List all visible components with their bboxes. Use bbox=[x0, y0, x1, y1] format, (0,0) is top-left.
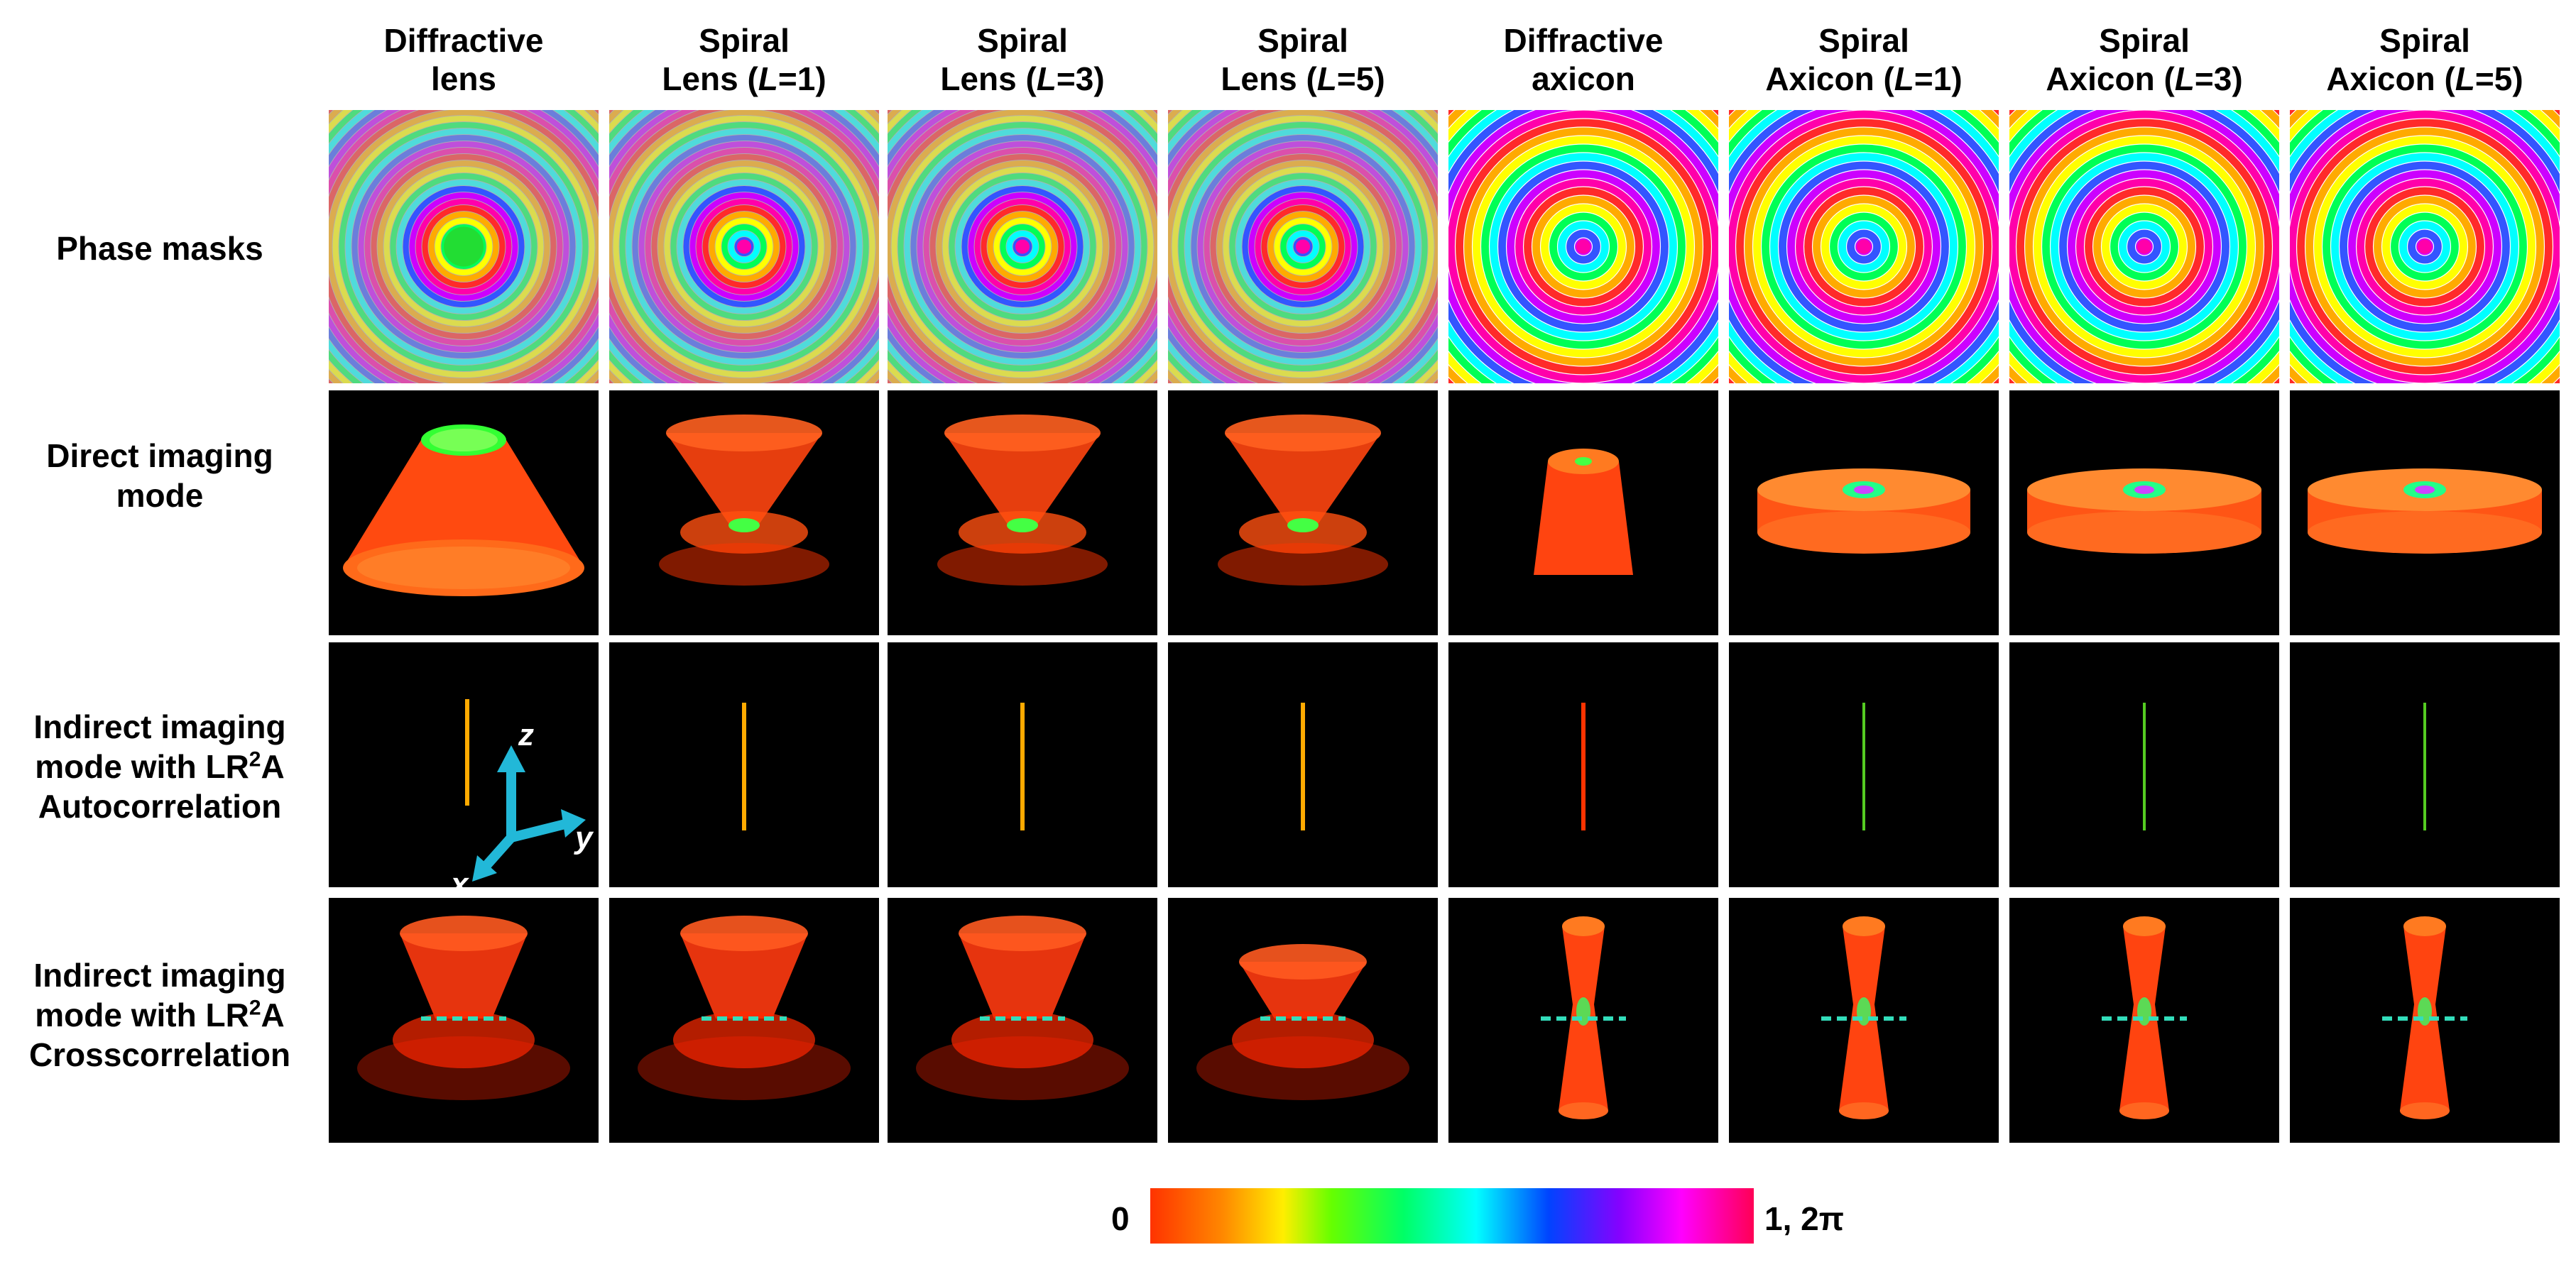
panel-phase-7 bbox=[2009, 110, 2279, 383]
row-label-line: mode bbox=[116, 477, 204, 514]
panel-image bbox=[1168, 642, 1438, 887]
panel-image bbox=[2009, 390, 2279, 635]
row-label-line: Indirect imaging bbox=[33, 957, 286, 994]
panel-image bbox=[2290, 898, 2560, 1143]
column-title: Spiral Axicon (L=1) bbox=[1765, 22, 1963, 97]
panel-cross-7 bbox=[2009, 898, 2279, 1143]
column-title: Spiral Lens (L=5) bbox=[1221, 22, 1385, 97]
row-label-crosscorrelation: Indirect imaging mode with LR2A Crosscor… bbox=[0, 951, 320, 1079]
panel-image bbox=[2009, 642, 2279, 887]
panel-image bbox=[888, 642, 1157, 887]
panel-cross-4 bbox=[1168, 898, 1438, 1143]
column-title: Spiral Axicon (L=5) bbox=[2326, 22, 2523, 97]
panel-cross-8 bbox=[2290, 898, 2560, 1143]
row-label-line: Crosscorrelation bbox=[28, 1036, 291, 1073]
panel-image bbox=[1729, 390, 1999, 635]
panel-image bbox=[888, 110, 1157, 383]
row-label-line: mode with LR2A bbox=[35, 996, 285, 1033]
panel-image bbox=[1168, 898, 1438, 1143]
panel-image bbox=[1729, 110, 1999, 383]
row-label-autocorrelation: Indirect imaging mode with LR2A Autocorr… bbox=[0, 703, 320, 830]
panel-direct-6 bbox=[1729, 390, 1999, 635]
panel-auto-8 bbox=[2290, 642, 2560, 887]
row-label-text: Phase masks bbox=[56, 230, 263, 267]
panel-auto-1 bbox=[329, 642, 599, 887]
row-label-direct-imaging: Direct imaging mode bbox=[0, 426, 320, 525]
panel-phase-2 bbox=[609, 110, 879, 383]
panel-direct-1 bbox=[329, 390, 599, 635]
panel-image bbox=[329, 390, 599, 635]
colorbar-min-label: 0 bbox=[1111, 1200, 1130, 1237]
row-label-line: Direct imaging bbox=[46, 437, 273, 474]
panel-phase-8 bbox=[2290, 110, 2560, 383]
panel-auto-4 bbox=[1168, 642, 1438, 887]
panel-image bbox=[1448, 390, 1718, 635]
panel-phase-1 bbox=[329, 110, 599, 383]
panel-image bbox=[329, 898, 599, 1143]
panel-image bbox=[1448, 898, 1718, 1143]
panel-direct-3 bbox=[888, 390, 1157, 635]
column-title: Spiral Lens (L=1) bbox=[662, 22, 826, 97]
panel-image bbox=[1448, 110, 1718, 383]
coordinate-axes: z y x bbox=[447, 717, 604, 901]
panel-direct-5 bbox=[1448, 390, 1718, 635]
panel-image bbox=[2009, 898, 2279, 1143]
column-title: Diffractive lens bbox=[383, 22, 544, 97]
panel-cross-6 bbox=[1729, 898, 1999, 1143]
panel-auto-2 bbox=[609, 642, 879, 887]
panel-auto-6 bbox=[1729, 642, 1999, 887]
column-title: Spiral Lens (L=3) bbox=[940, 22, 1105, 97]
x-axis-label: x bbox=[449, 867, 469, 901]
panel-direct-2 bbox=[609, 390, 879, 635]
panel-image bbox=[888, 898, 1157, 1143]
panel-image bbox=[2290, 390, 2560, 635]
column-title: Diffractive axicon bbox=[1503, 22, 1664, 97]
panel-image bbox=[329, 110, 599, 383]
panel-direct-4 bbox=[1168, 390, 1438, 635]
row-label-line: Autocorrelation bbox=[38, 788, 282, 825]
panel-image bbox=[609, 642, 879, 887]
panel-image bbox=[1168, 390, 1438, 635]
panel-image bbox=[888, 390, 1157, 635]
panel-image bbox=[609, 390, 879, 635]
panel-cross-5 bbox=[1448, 898, 1718, 1143]
panel-cross-2 bbox=[609, 898, 879, 1143]
row-label-line: Indirect imaging bbox=[33, 708, 286, 745]
coordinate-axes-arrows: z y x bbox=[449, 718, 594, 901]
z-axis-label: z bbox=[518, 718, 534, 752]
colorbar-max-label: 1, 2π bbox=[1764, 1200, 1844, 1237]
panel-image bbox=[329, 642, 599, 887]
panel-direct-8 bbox=[2290, 390, 2560, 635]
panel-phase-3 bbox=[888, 110, 1157, 383]
y-axis-label: y bbox=[574, 821, 594, 855]
panel-image bbox=[2290, 110, 2560, 383]
colorbar bbox=[1150, 1188, 1754, 1244]
panel-image bbox=[1448, 642, 1718, 887]
panel-auto-3 bbox=[888, 642, 1157, 887]
panel-cross-3 bbox=[888, 898, 1157, 1143]
panel-image bbox=[609, 898, 879, 1143]
panel-auto-7 bbox=[2009, 642, 2279, 887]
panel-direct-7 bbox=[2009, 390, 2279, 635]
panel-image bbox=[2290, 642, 2560, 887]
column-title: Spiral Axicon (L=3) bbox=[2046, 22, 2243, 97]
panel-image bbox=[609, 110, 879, 383]
panel-image bbox=[2009, 110, 2279, 383]
panel-image bbox=[1168, 110, 1438, 383]
panel-phase-5 bbox=[1448, 110, 1718, 383]
panel-image bbox=[1729, 898, 1999, 1143]
row-label-line: mode with LR2A bbox=[35, 747, 285, 785]
panel-phase-4 bbox=[1168, 110, 1438, 383]
panel-auto-5 bbox=[1448, 642, 1718, 887]
panel-phase-6 bbox=[1729, 110, 1999, 383]
row-label-phase-masks: Phase masks bbox=[0, 206, 320, 291]
panel-image bbox=[1729, 642, 1999, 887]
panel-cross-1 bbox=[329, 898, 599, 1143]
